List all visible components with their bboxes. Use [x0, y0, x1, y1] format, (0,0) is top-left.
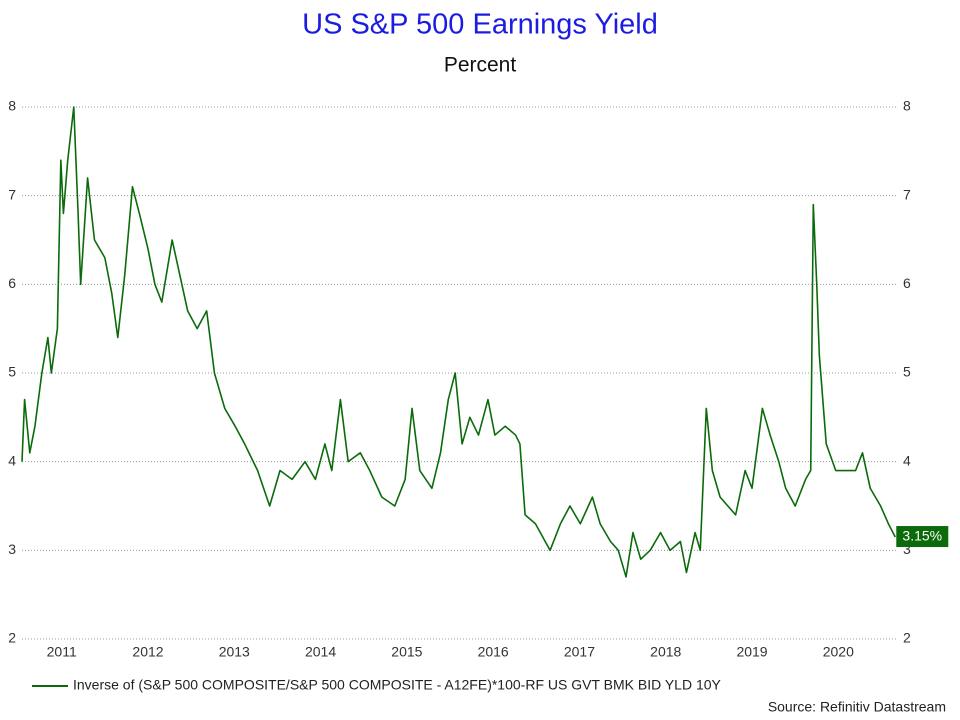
y2-tick-label: 6 [903, 275, 911, 291]
chart-subtitle: Percent [444, 54, 517, 77]
x-tick-label: 2016 [478, 644, 509, 660]
y-tick-label: 5 [8, 364, 16, 380]
x-tick-label: 2019 [736, 644, 767, 660]
y-tick-label: 2 [8, 630, 16, 646]
x-tick-label: 2013 [219, 644, 250, 660]
end-label: 3.15% [902, 528, 942, 544]
x-tick-label: 2011 [47, 644, 77, 660]
chart-title: US S&P 500 Earnings Yield [302, 9, 658, 41]
x-tick-label: 2014 [305, 644, 336, 660]
y2-tick-label: 3 [903, 541, 911, 557]
y2-tick-label: 4 [903, 452, 911, 468]
x-tick-label: 2017 [564, 644, 595, 660]
end-label-box [896, 526, 949, 548]
y2-tick-label: 5 [903, 364, 911, 380]
legend-label: Inverse of (S&P 500 COMPOSITE/S&P 500 CO… [73, 677, 722, 693]
y2-tick-label: 2 [903, 630, 911, 646]
data-line [21, 106, 896, 578]
x-tick-label: 2015 [391, 644, 422, 660]
source-note: Source: Refinitiv Datastream [768, 699, 946, 715]
y2-tick-label: 8 [903, 98, 911, 114]
y2-tick-label: 7 [903, 186, 911, 202]
x-tick-label: 2012 [132, 644, 163, 660]
x-tick-label: 2018 [650, 644, 681, 660]
y-tick-label: 4 [8, 452, 16, 468]
y-tick-label: 3 [8, 541, 16, 557]
y-tick-label: 8 [8, 98, 16, 114]
x-tick-label: 2020 [823, 644, 854, 660]
y-tick-label: 6 [8, 275, 16, 291]
y-tick-label: 7 [8, 186, 16, 202]
